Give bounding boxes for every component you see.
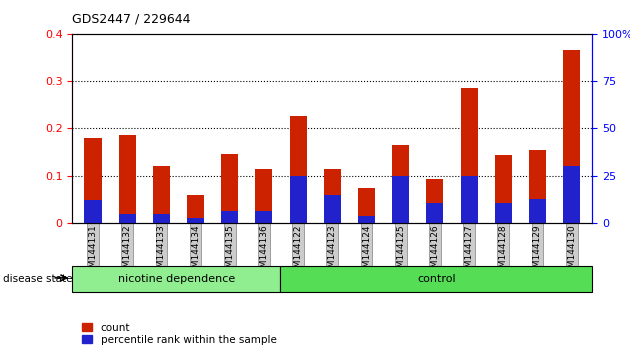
Bar [529, 150, 546, 223]
Bar [221, 211, 238, 223]
Bar [187, 218, 204, 223]
Bar [427, 203, 444, 223]
Bar [280, 266, 592, 292]
Bar [290, 116, 307, 223]
Bar [461, 176, 478, 223]
Bar [255, 211, 273, 223]
Legend: count, percentile rank within the sample: count, percentile rank within the sample [77, 319, 280, 349]
Bar [563, 50, 580, 223]
Bar [392, 176, 410, 223]
Bar [427, 179, 444, 223]
Bar [255, 169, 273, 223]
Bar [358, 216, 375, 223]
Bar [324, 195, 341, 223]
Bar [495, 155, 512, 223]
Bar [153, 213, 170, 223]
Bar [84, 138, 101, 223]
Bar [84, 200, 101, 223]
Bar [290, 176, 307, 223]
Bar [153, 166, 170, 223]
Bar [392, 145, 410, 223]
Text: nicotine dependence: nicotine dependence [118, 274, 235, 284]
Bar [495, 203, 512, 223]
Bar [221, 154, 238, 223]
Bar [358, 188, 375, 223]
Text: control: control [417, 274, 455, 284]
Text: GDS2447 / 229644: GDS2447 / 229644 [72, 12, 191, 25]
Bar [187, 195, 204, 223]
Bar [118, 213, 135, 223]
Bar [563, 166, 580, 223]
Bar [529, 199, 546, 223]
Bar [324, 169, 341, 223]
Bar [461, 88, 478, 223]
Bar [118, 136, 135, 223]
Bar [72, 266, 280, 292]
Text: disease state: disease state [3, 274, 72, 284]
